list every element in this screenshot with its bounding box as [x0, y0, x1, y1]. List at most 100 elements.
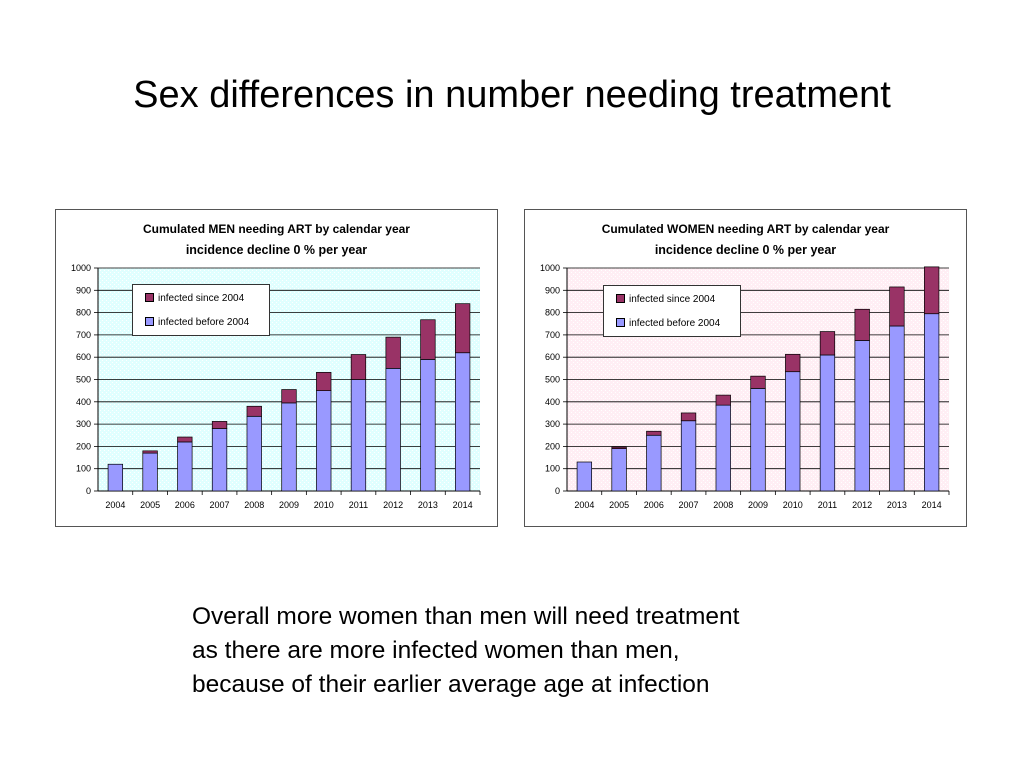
x-tick-label: 2004 [105, 500, 125, 510]
y-tick-label: 400 [76, 397, 91, 407]
y-tick-label: 100 [76, 464, 91, 474]
legend-swatch-since-2004 [616, 293, 625, 303]
chart-subtitle: incidence decline 0 % per year [654, 243, 837, 257]
bar-since-2004 [420, 319, 436, 360]
x-tick-label: 2005 [609, 500, 629, 510]
x-tick-label: 2007 [210, 500, 230, 510]
y-tick-label: 500 [545, 375, 560, 385]
bar-before-2004 [350, 379, 367, 492]
bar-before-2004 [142, 452, 158, 492]
bar-before-2004 [107, 463, 124, 492]
legend-swatch-before-2004 [145, 316, 154, 326]
bar-since-2004 [715, 394, 731, 406]
y-tick-label: 300 [545, 419, 560, 429]
y-tick-label: 700 [545, 330, 560, 340]
bar-before-2004 [680, 420, 697, 492]
legend-item-before-2004: infected before 2004 [616, 317, 721, 329]
y-tick-label: 1000 [540, 263, 560, 273]
y-tick-label: 900 [76, 285, 91, 295]
x-tick-label: 2014 [922, 500, 942, 510]
x-tick-label: 2013 [887, 500, 907, 510]
bar-before-2004 [281, 402, 297, 492]
y-tick-label: 800 [76, 308, 91, 318]
legend-item-since-2004: infected since 2004 [616, 293, 715, 305]
x-tick-label: 2011 [349, 500, 368, 510]
y-tick-label: 500 [76, 375, 91, 385]
legend-item-since-2004: infected since 2004 [145, 292, 245, 304]
y-tick-label: 0 [86, 486, 91, 496]
chart-title: Cumulated WOMEN needing ART by calendar … [601, 222, 890, 236]
chart-title: Cumulated MEN needing ART by calendar ye… [143, 222, 410, 236]
x-tick-label: 2008 [713, 500, 733, 510]
bar-since-2004 [646, 430, 662, 436]
y-tick-label: 100 [545, 464, 560, 474]
bar-since-2004 [750, 375, 766, 389]
legend-swatch-before-2004 [616, 317, 625, 327]
y-tick-label: 200 [545, 441, 560, 451]
caption-line: because of their earlier average age at … [192, 671, 710, 698]
legend-label: infected before 2004 [629, 318, 721, 329]
bar-since-2004 [454, 303, 471, 354]
x-tick-label: 2005 [140, 500, 160, 510]
bar-before-2004 [246, 415, 262, 492]
x-tick-label: 2011 [818, 500, 837, 510]
x-tick-label: 2012 [383, 500, 403, 510]
bar-before-2004 [715, 404, 731, 492]
bar-since-2004 [680, 412, 697, 422]
bar-before-2004 [785, 371, 801, 492]
bar-since-2004 [177, 436, 193, 443]
y-tick-label: 300 [76, 419, 91, 429]
y-tick-label: 1000 [71, 263, 91, 273]
x-tick-label: 2007 [679, 500, 699, 510]
bar-before-2004 [923, 313, 940, 492]
slide-title: Sex differences in number needing treatm… [133, 74, 891, 116]
bar-before-2004 [177, 441, 193, 492]
y-tick-label: 800 [545, 308, 560, 318]
x-tick-label: 2013 [418, 500, 438, 510]
bar-before-2004 [750, 388, 766, 492]
x-tick-label: 2014 [453, 500, 473, 510]
women-chart-plot: 0 100 200 300 400 500 600 700 800 900 1000 2004 2005… [540, 263, 950, 510]
bar-since-2004 [211, 421, 228, 429]
y-tick-label: 600 [76, 352, 91, 362]
bar-since-2004 [819, 331, 836, 356]
x-tick-label: 2009 [748, 500, 768, 510]
y-tick-label: 0 [555, 486, 560, 496]
bar-since-2004 [142, 450, 158, 454]
bar-before-2004 [854, 340, 870, 492]
caption-line: Overall more women than men will need tr… [192, 603, 740, 630]
x-tick-label: 2012 [852, 500, 872, 510]
y-tick-label: 400 [545, 397, 560, 407]
bar-before-2004 [646, 434, 662, 492]
chart-legend: infected since 2004 infected before 2004 [132, 284, 270, 336]
bar-before-2004 [889, 325, 905, 492]
bar-since-2004 [611, 446, 627, 449]
x-tick-label: 2006 [175, 500, 195, 510]
bar-since-2004 [281, 389, 297, 404]
legend-swatch-since-2004 [145, 292, 154, 302]
y-tick-label: 900 [545, 285, 560, 295]
men-chart: Cumulated MEN needing ART by calendar ye… [55, 209, 498, 527]
bar-since-2004 [854, 308, 870, 341]
chart-subtitle: incidence decline 0 % per year [185, 243, 368, 257]
women-chart: Cumulated WOMEN needing ART by calendar … [524, 209, 967, 527]
bar-before-2004 [316, 390, 332, 492]
x-tick-label: 2010 [783, 500, 803, 510]
legend-item-before-2004: infected before 2004 [145, 316, 250, 328]
bar-before-2004 [385, 368, 401, 492]
bar-before-2004 [454, 352, 471, 492]
x-tick-label: 2006 [644, 500, 664, 510]
bar-before-2004 [819, 354, 836, 492]
bar-before-2004 [211, 428, 228, 492]
y-tick-label: 700 [76, 330, 91, 340]
legend-label: infected since 2004 [158, 293, 245, 304]
bar-since-2004 [889, 286, 905, 327]
chart-legend: infected since 2004 infected before 2004 [603, 285, 741, 337]
bar-before-2004 [611, 448, 627, 492]
bar-since-2004 [316, 372, 332, 391]
bar-before-2004 [420, 359, 436, 492]
x-tick-label: 2008 [244, 500, 264, 510]
legend-label: infected before 2004 [158, 317, 250, 328]
bar-since-2004 [785, 353, 801, 373]
bar-since-2004 [923, 266, 940, 315]
